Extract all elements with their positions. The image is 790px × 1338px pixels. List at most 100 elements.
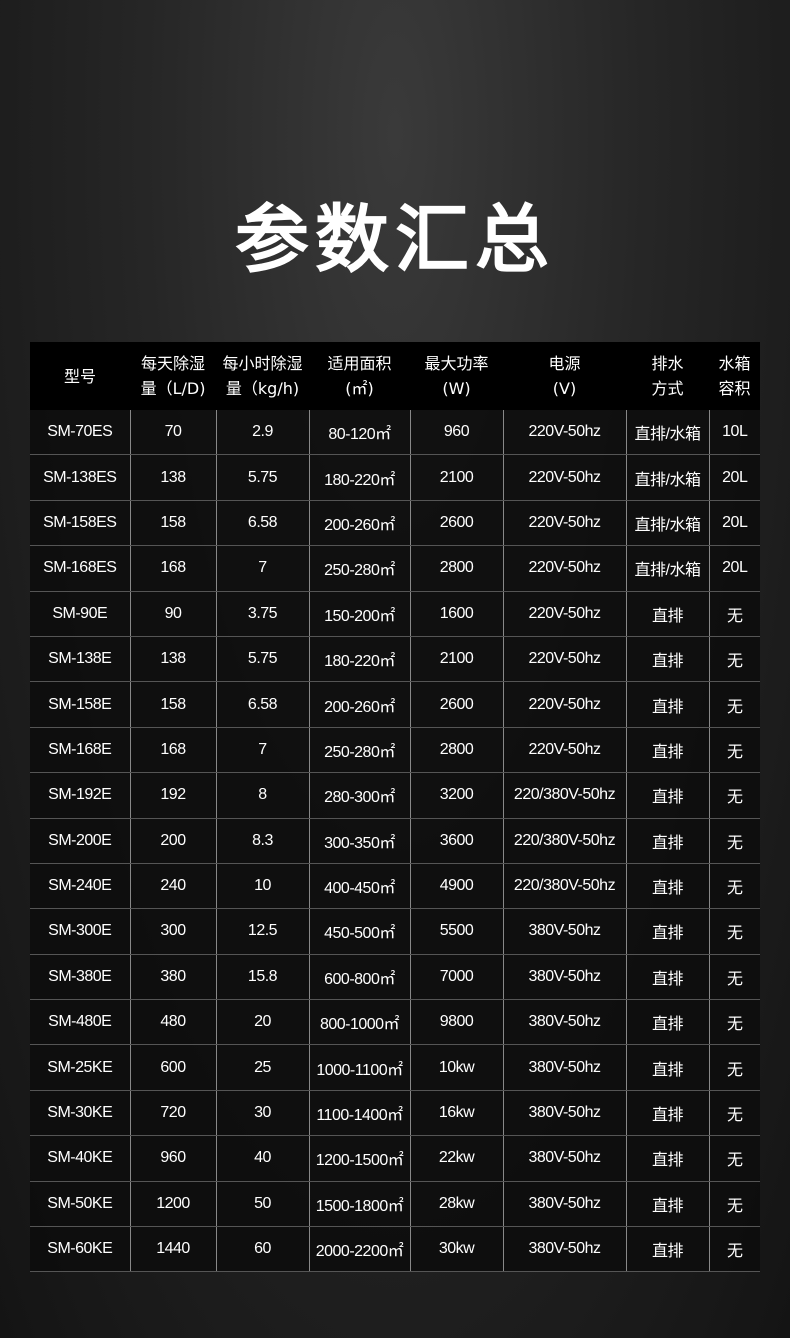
- table-row: SM-158E 158 6.58 200-260㎡ 2600 220V-50hz 直排无: [30, 681, 760, 728]
- column-header-line: 容积: [718, 379, 751, 398]
- table-row: SM-70ES 70 2.9 80-120㎡ 960 220V-50hz 直排/水箱 10L: [30, 410, 760, 456]
- table-cell: 200-260㎡: [308, 500, 410, 547]
- table-cell: 80-120㎡: [308, 410, 410, 456]
- table-cell: 1200-1500㎡: [308, 1135, 410, 1182]
- table-cell: SM-158ES: [30, 500, 130, 547]
- table-cell: 70: [129, 410, 216, 456]
- table-row: SM-138ES 138 5.75 180-220㎡ 2100 220V-50hz 直排/水…: [30, 454, 760, 501]
- table-cell: 220V-50hz: [502, 681, 626, 728]
- column-header: 每小时除湿量（kg/h): [216, 342, 309, 410]
- table-cell: SM-240E: [30, 863, 130, 910]
- table-cell: 1500-1800㎡: [308, 1181, 410, 1228]
- table-cell: 300: [129, 908, 216, 955]
- column-header-line: (㎡): [345, 379, 374, 398]
- column-header-line: 水箱: [718, 354, 751, 373]
- table-cell: 250-280㎡: [308, 727, 410, 774]
- table-cell: 600: [129, 1044, 216, 1091]
- table-cell: 400-450㎡: [308, 863, 410, 910]
- page-title: 参数汇总: [235, 197, 555, 283]
- table-cell: 300-350㎡: [308, 818, 410, 864]
- table-cell: 2100: [409, 636, 503, 683]
- table-cell: 10kw: [409, 1044, 503, 1091]
- column-header: 水箱 容积: [709, 342, 760, 410]
- table-cell: 380: [129, 954, 216, 1001]
- table-cell: 无: [708, 772, 760, 819]
- column-header-line: 量（kg/h): [225, 379, 300, 398]
- table-cell: 220V-50hz: [502, 591, 626, 637]
- table-cell: SM-200E: [30, 818, 130, 864]
- table-cell: 380V-50hz: [502, 1135, 626, 1182]
- table-cell: 200: [129, 818, 216, 864]
- table-cell: 2600: [409, 681, 503, 728]
- table-row: SM-50KE 1200 50 1500-1800㎡ 28kw 380V-50hz 直排无: [30, 1181, 760, 1228]
- column-header-line: 每小时除湿: [222, 354, 303, 373]
- table-cell: SM-90E: [30, 591, 130, 637]
- table-cell: 无: [708, 1044, 760, 1091]
- table-cell: 直排: [625, 591, 709, 637]
- table-cell: 无: [708, 1181, 760, 1228]
- table-cell: SM-138ES: [30, 454, 130, 501]
- table-cell: 280-300㎡: [308, 772, 410, 819]
- table-cell: 480: [129, 999, 216, 1046]
- table-row: SM-192E 192 8 280-300㎡ 3200 220/380V-50hz 直排无: [30, 772, 760, 819]
- table-cell: 10: [215, 863, 309, 910]
- table-cell: 720: [129, 1090, 216, 1137]
- table-cell: 1600: [409, 591, 503, 637]
- table-cell: 220V-50hz: [502, 545, 626, 592]
- table-cell: 2800: [409, 545, 503, 592]
- table-cell: 7: [215, 545, 309, 592]
- table-cell: 180-220㎡: [308, 636, 410, 683]
- table-row: SM-168ES 168 7 250-280㎡ 2800 220V-50hz 直排/水箱 20…: [30, 545, 760, 592]
- table-cell: 380V-50hz: [502, 1044, 626, 1091]
- table-row: SM-168E 168 7 250-280㎡ 2800 220V-50hz 直排无: [30, 727, 760, 774]
- table-cell: 150-200㎡: [308, 591, 410, 637]
- table-cell: 无: [708, 863, 760, 910]
- column-header-line: 排水: [651, 354, 684, 373]
- table-cell: 20: [215, 999, 309, 1046]
- table-cell: 无: [708, 681, 760, 728]
- table-cell: 180-220㎡: [308, 454, 410, 501]
- table-cell: 直排: [625, 999, 709, 1046]
- spec-table: 型号 每天除湿 量（L/D) 每小时除湿 量（kg/h) 适用面积 (㎡) 最大功率 (W) 电源…: [30, 342, 760, 1273]
- table-cell: 1100-1400㎡: [308, 1090, 410, 1137]
- column-header-line: 电源: [548, 354, 581, 373]
- table-cell: 直排: [625, 818, 709, 864]
- table-cell: 1440: [129, 1226, 216, 1273]
- table-cell: 无: [708, 591, 760, 637]
- table-cell: 2.9: [215, 410, 309, 456]
- table-cell: 直排: [625, 954, 709, 1001]
- table-cell: SM-40KE: [30, 1135, 130, 1182]
- table-cell: 158: [129, 681, 216, 728]
- table-cell: SM-70ES: [30, 410, 130, 456]
- column-header: 每天除湿 量（L/D): [130, 342, 216, 410]
- table-cell: SM-138E: [30, 636, 130, 683]
- table-cell: 220V-50hz: [502, 410, 626, 456]
- table-cell: 直排: [625, 863, 709, 910]
- table-cell: 30kw: [409, 1226, 503, 1273]
- table-cell: 240: [129, 863, 216, 910]
- column-header: 排水 方式: [626, 342, 709, 410]
- column-header-line: 适用面积: [327, 354, 392, 373]
- table-cell: SM-50KE: [30, 1181, 130, 1228]
- table-cell: 无: [708, 999, 760, 1046]
- table-cell: 380V-50hz: [502, 954, 626, 1001]
- table-cell: 450-500㎡: [308, 908, 410, 955]
- table-cell: 22kw: [409, 1135, 503, 1182]
- table-cell: 直排/水箱: [625, 410, 709, 456]
- table-cell: 90: [129, 591, 216, 637]
- table-row: SM-30KE 720 30 1100-1400㎡ 16kw 380V-50hz 直排无: [30, 1090, 760, 1137]
- table-cell: 3.75: [215, 591, 309, 637]
- table-cell: 220/380V-50hz: [502, 818, 626, 864]
- table-cell: 380V-50hz: [502, 1181, 626, 1228]
- table-cell: 6.58: [215, 681, 309, 728]
- table-cell: SM-168E: [30, 727, 130, 774]
- table-row: SM-480E 480 20 800-1000㎡ 9800 380V-50hz 直排无: [30, 999, 760, 1046]
- table-cell: SM-480E: [30, 999, 130, 1046]
- table-cell: 7: [215, 727, 309, 774]
- table-cell: 380V-50hz: [502, 908, 626, 955]
- table-cell: 无: [708, 818, 760, 864]
- table-cell: 无: [708, 1226, 760, 1273]
- table-row: SM-300E 300 12.5 450-500㎡ 5500 380V-50hz 直排无: [30, 908, 760, 955]
- column-header: 适用面积 (㎡): [309, 342, 410, 410]
- table-cell: 直排: [625, 1090, 709, 1137]
